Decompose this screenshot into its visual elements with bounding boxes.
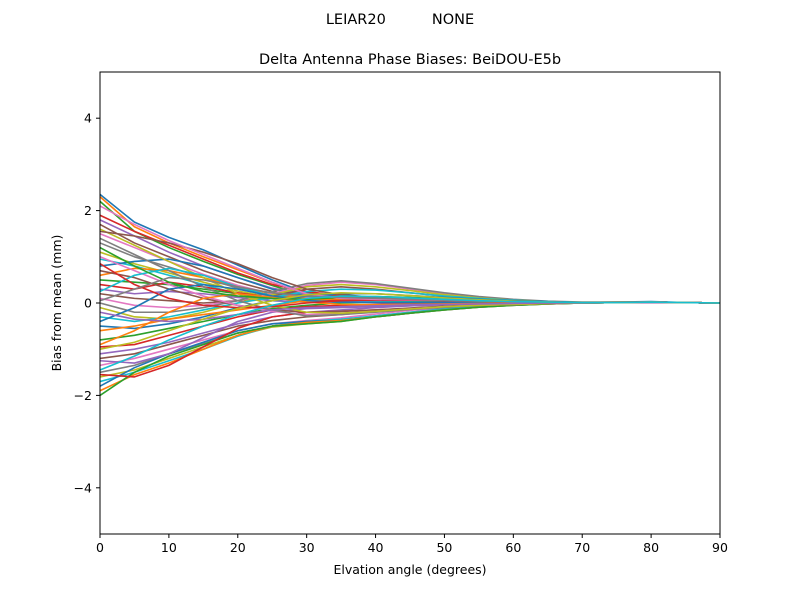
x-tick-label: 80 (643, 540, 659, 555)
figure-suptitle: LEIAR20 NONE (326, 12, 474, 28)
x-tick-label: 30 (299, 540, 315, 555)
y-tick-label: −4 (74, 480, 92, 495)
chart-title: Delta Antenna Phase Biases: BeiDOU-E5b (259, 52, 561, 68)
axis-ticks: 0 10 20 30 40 50 60 70 80 90 −4 −2 0 2 4 (74, 111, 728, 555)
x-axis-label: Elvation angle (degrees) (333, 562, 486, 577)
plot-frame (99, 71, 721, 535)
y-tick-label: 2 (84, 203, 92, 218)
y-tick-label: 4 (84, 111, 92, 126)
x-tick-label: 20 (230, 540, 246, 555)
x-tick-label: 10 (161, 540, 177, 555)
series-lines (99, 193, 721, 397)
y-tick-label: 0 (84, 296, 92, 311)
series-line-s50 (99, 295, 721, 371)
y-tick-label: −2 (74, 388, 92, 403)
x-tick-label: 70 (574, 540, 590, 555)
x-tick-label: 90 (712, 540, 728, 555)
x-tick-label: 0 (96, 540, 104, 555)
x-tick-label: 60 (505, 540, 521, 555)
x-tick-label: 50 (436, 540, 452, 555)
y-axis-label: Bias from mean (mm) (49, 235, 64, 372)
x-tick-label: 40 (368, 540, 384, 555)
